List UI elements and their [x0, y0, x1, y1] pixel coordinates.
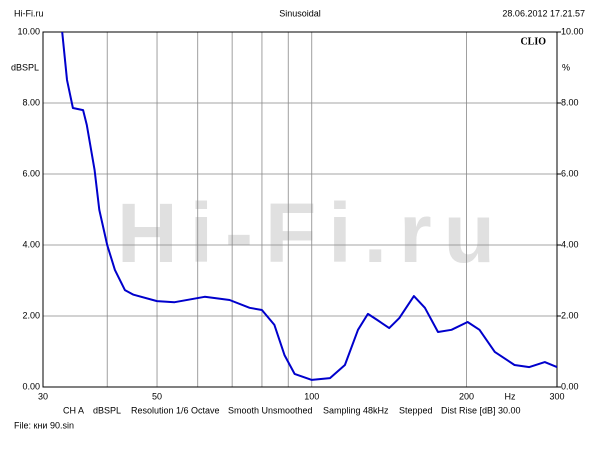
- chart-title: Sinusoidal: [279, 8, 321, 18]
- y-tick-label: 10.00: [17, 26, 40, 36]
- y-tick-label: 6.00: [22, 168, 40, 178]
- x-tick-label: 200: [459, 391, 474, 401]
- y-tick-label: 8.00: [22, 97, 40, 107]
- x-tick-label: 30: [38, 391, 48, 401]
- y-tick-label: 0.00: [22, 381, 40, 391]
- y2-tick-label: 2.00: [561, 310, 579, 320]
- y-axis-label: dBSPL: [11, 62, 39, 72]
- footer-item: Sampling 48kHz: [323, 405, 389, 415]
- y-tick-label: 4.00: [22, 239, 40, 249]
- y-tick-label: 2.00: [22, 310, 40, 320]
- file-name: File: кни 90.sin: [14, 420, 74, 430]
- y2-tick-label: 0.00: [561, 381, 579, 391]
- response-line: [61, 32, 557, 381]
- x-tick-label: 100: [304, 391, 319, 401]
- y2-tick-label: 6.00: [561, 168, 579, 178]
- footer-item: Resolution 1/6 Octave: [131, 405, 220, 415]
- plot-frame: [42, 31, 558, 388]
- x-tick-label: 50: [152, 391, 162, 401]
- footer-item: Dist Rise [dB] 30.00: [441, 405, 521, 415]
- footer-item: CH A: [63, 405, 84, 415]
- footer-item: dBSPL: [93, 405, 121, 415]
- y2-tick-label: 8.00: [561, 97, 579, 107]
- y2-tick-label: 4.00: [561, 239, 579, 249]
- header-left: Hi-Fi.ru: [14, 8, 44, 18]
- y2-tick-label: 10.00: [561, 26, 584, 36]
- footer-item: Smooth Unsmoothed: [228, 405, 313, 415]
- x-axis-label: Hz: [505, 391, 516, 401]
- timestamp: 28.06.2012 17.21.57: [502, 8, 585, 18]
- y2-axis-label: %: [562, 62, 570, 72]
- x-tick-label: 300: [549, 391, 564, 401]
- watermark: Hi-Fi.ru: [117, 186, 507, 280]
- brand: CLIO: [520, 36, 546, 47]
- footer-item: Stepped: [399, 405, 433, 415]
